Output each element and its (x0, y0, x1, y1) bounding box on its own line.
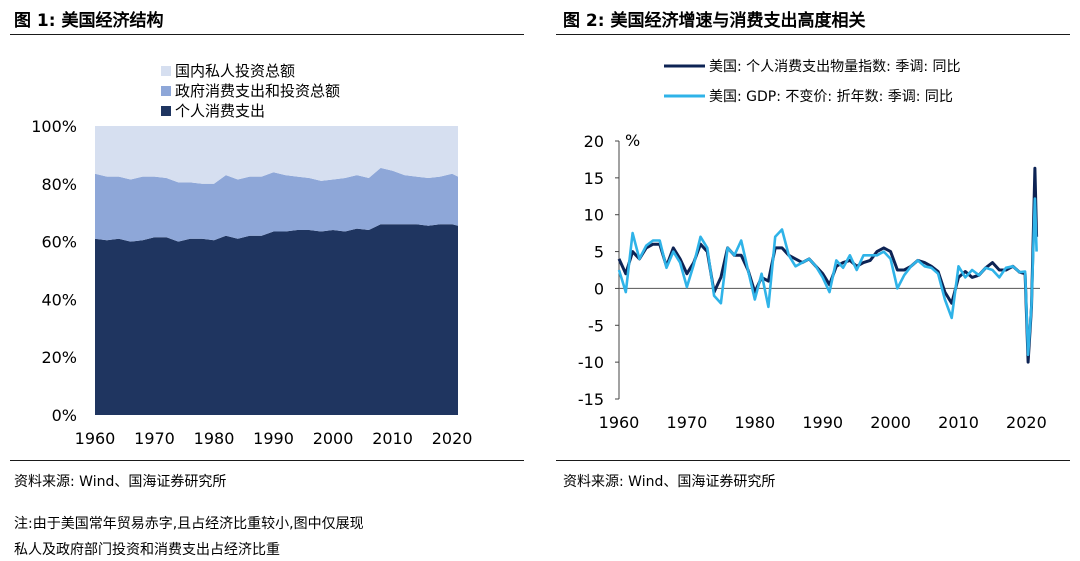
y-tick-label: 60% (41, 233, 77, 252)
x-tick-label: 2010 (372, 429, 413, 448)
chart-growth-correlation: 20 15 10 5 0 -5 -10 -15% 1960 1970 1980 1990 2000 201… (578, 59, 1047, 432)
x-tick-label: 2000 (313, 429, 354, 448)
fig2-title: 图 2: 美国经济增速与消费支出高度相关 (563, 11, 866, 31)
legend-label: 个人消费支出 (175, 102, 265, 120)
legend-label: 政府消费支出和投资总额 (175, 82, 340, 100)
fig2-top-rule (556, 34, 1070, 35)
y-tick-label: 0% (52, 406, 77, 425)
y-tick-label: -10 (578, 353, 604, 372)
y-tick-label: 20 (584, 132, 604, 151)
x-tick-label: 1990 (802, 413, 843, 432)
x-tick-label: 1970 (134, 429, 175, 448)
y-tick-label: 0 (594, 279, 604, 298)
x-tick-label: 1970 (667, 413, 708, 432)
x-tick-label: 1980 (734, 413, 775, 432)
legend-label: 美国: GDP: 不变价: 折年数: 季调: 同比 (709, 89, 953, 105)
y-tick-label: 80% (41, 175, 77, 194)
y-axis-label: % (625, 131, 640, 150)
x-tick-label: 2010 (938, 413, 979, 432)
y-tick-label: 100% (31, 117, 77, 136)
fig1-title: 图 1: 美国经济结构 (14, 11, 164, 31)
legend-swatch (161, 86, 171, 96)
area-series-0 (95, 224, 458, 415)
fig1-top-rule (10, 34, 524, 35)
y-tick-label: 15 (584, 169, 604, 188)
area-series-1 (95, 167, 458, 242)
fig2-bottom-rule (556, 460, 1070, 461)
x-tick-label: 1990 (253, 429, 294, 448)
fig2-source: 资料来源: Wind、国海证券研究所 (563, 474, 776, 490)
x-tick-label: 1980 (194, 429, 235, 448)
y-tick-label: 10 (584, 206, 604, 225)
x-tick-label: 2020 (432, 429, 473, 448)
legend-swatch (161, 106, 171, 116)
y-tick-label: -15 (578, 390, 604, 409)
fig1-source: 资料来源: Wind、国海证券研究所 (14, 474, 227, 490)
y-tick-label: -5 (588, 316, 604, 335)
chart-economic-structure: 0% 20% 40% 60% 80% 100% 1960 1970 1980 1990 2000 20… (31, 62, 473, 448)
line-series-1 (617, 197, 1038, 357)
y-tick-label: 20% (41, 348, 77, 367)
x-tick-label: 1960 (75, 429, 116, 448)
x-tick-label: 2000 (870, 413, 911, 432)
x-tick-label: 1960 (599, 413, 640, 432)
fig1-note-line1: 注:由于美国常年贸易赤字,且占经济比重较小,图中仅展现 (14, 516, 364, 532)
fig1-note-line2: 私人及政府部门投资和消费支出占经济比重 (14, 542, 280, 558)
area-series-2 (95, 126, 458, 184)
legend-label: 美国: 个人消费支出物量指数: 季调: 同比 (709, 59, 961, 75)
legend-label: 国内私人投资总额 (175, 62, 295, 80)
legend-swatch (161, 66, 171, 76)
x-tick-label: 2020 (1006, 413, 1047, 432)
y-tick-label: 40% (41, 290, 77, 309)
fig1-bottom-rule (10, 460, 524, 461)
y-tick-label: 5 (594, 243, 604, 262)
